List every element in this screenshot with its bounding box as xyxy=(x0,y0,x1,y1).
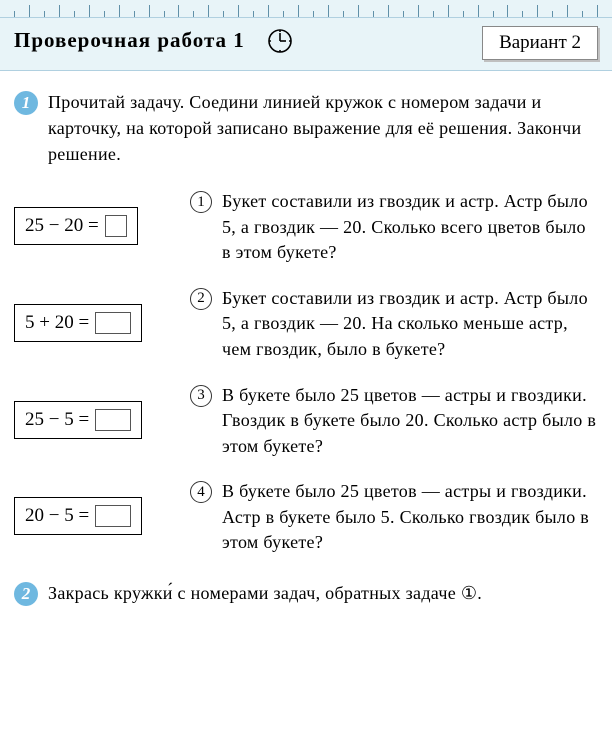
ruler-tick xyxy=(313,11,314,17)
expression-box: 5 + 20 = xyxy=(14,304,142,342)
content-area: 1 Прочитай задачу. Соедини линией кружок… xyxy=(0,71,612,616)
problem-text: В букете было 25 цветов — астры и гвозди… xyxy=(222,479,598,556)
ruler-tick xyxy=(567,5,568,17)
problem-text: В букете было 25 цветов — астры и гвозди… xyxy=(222,383,598,460)
ruler-tick xyxy=(522,11,523,17)
expression-text: 5 + 20 = xyxy=(25,312,89,334)
task-1-intro: 1 Прочитай задачу. Соедини линией кружок… xyxy=(14,89,598,167)
expression-column: 25 − 5 = xyxy=(14,383,190,439)
problem-text: Букет составили из гвоздик и астр. Астр … xyxy=(222,189,598,266)
task-1-text: Прочитай задачу. Соедини линией кружок с… xyxy=(48,89,598,167)
ruler-tick xyxy=(178,5,179,17)
answer-box[interactable] xyxy=(105,215,127,237)
item-number-circle[interactable]: 4 xyxy=(190,481,212,503)
problem-row: 25 − 5 = 3 В букете было 25 цветов — астры… xyxy=(14,383,598,460)
ruler xyxy=(0,0,612,18)
header-left: Проверочная работа 1 xyxy=(14,28,293,59)
ruler-tick xyxy=(403,11,404,17)
ruler-tick xyxy=(208,5,209,17)
task-2: 2 Закрась кружки́ с номерами задач, обра… xyxy=(14,580,598,606)
expression-column: 5 + 20 = xyxy=(14,286,190,342)
expression-column: 25 − 20 = xyxy=(14,189,190,245)
ruler-tick xyxy=(14,11,15,17)
ruler-tick xyxy=(29,5,30,17)
item-number-circle[interactable]: 1 xyxy=(190,191,212,213)
problem-row: 20 − 5 = 4 В букете было 25 цветов — астры… xyxy=(14,479,598,556)
expression-text: 20 − 5 = xyxy=(25,505,89,527)
ruler-tick xyxy=(193,11,194,17)
header-bar: Проверочная работа 1 Вариант 2 xyxy=(0,18,612,71)
task-number-2: 2 xyxy=(14,582,38,606)
ruler-tick xyxy=(238,5,239,17)
problem-row: 25 − 20 = 1 Букет составили из гвоздик и а… xyxy=(14,189,598,266)
ruler-tick xyxy=(418,5,419,17)
ruler-tick xyxy=(463,11,464,17)
variant-box: Вариант 2 xyxy=(482,26,598,60)
ruler-tick xyxy=(74,11,75,17)
ruler-tick xyxy=(44,11,45,17)
ruler-tick xyxy=(448,5,449,17)
worksheet-title: Проверочная работа 1 xyxy=(14,28,245,52)
description-column: 4 В букете было 25 цветов — астры и гвозд… xyxy=(190,479,598,556)
ruler-tick xyxy=(343,11,344,17)
ruler-tick xyxy=(493,11,494,17)
answer-box[interactable] xyxy=(95,409,131,431)
ruler-tick xyxy=(388,5,389,17)
problems-list: 25 − 20 = 1 Букет составили из гвоздик и а… xyxy=(14,189,598,556)
ruler-tick xyxy=(119,5,120,17)
ruler-tick xyxy=(59,5,60,17)
ruler-tick xyxy=(298,5,299,17)
description-column: 3 В букете было 25 цветов — астры и гвозд… xyxy=(190,383,598,460)
item-number-circle[interactable]: 2 xyxy=(190,288,212,310)
ruler-tick xyxy=(268,5,269,17)
expression-box: 20 − 5 = xyxy=(14,497,142,535)
ruler-tick xyxy=(253,11,254,17)
ruler-tick xyxy=(478,5,479,17)
ruler-tick xyxy=(373,11,374,17)
expression-text: 25 − 5 = xyxy=(25,409,89,431)
clock-icon xyxy=(267,28,293,59)
ruler-tick xyxy=(433,11,434,17)
task-number-1: 1 xyxy=(14,91,38,115)
ruler-tick xyxy=(104,11,105,17)
ruler-tick xyxy=(223,11,224,17)
expression-text: 25 − 20 = xyxy=(25,215,99,237)
problem-row: 5 + 20 = 2 Букет составили из гвоздик и ас… xyxy=(14,286,598,363)
ruler-tick xyxy=(507,5,508,17)
ruler-tick xyxy=(283,11,284,17)
expression-box: 25 − 5 = xyxy=(14,401,142,439)
ruler-tick xyxy=(582,11,583,17)
ruler-tick xyxy=(164,11,165,17)
item-number-circle[interactable]: 3 xyxy=(190,385,212,407)
ruler-tick xyxy=(134,11,135,17)
answer-box[interactable] xyxy=(95,312,131,334)
expression-column: 20 − 5 = xyxy=(14,479,190,535)
ruler-tick xyxy=(358,5,359,17)
description-column: 2 Букет составили из гвоздик и астр. Астр… xyxy=(190,286,598,363)
answer-box[interactable] xyxy=(95,505,131,527)
problem-text: Букет составили из гвоздик и астр. Астр … xyxy=(222,286,598,363)
ruler-tick xyxy=(149,5,150,17)
ruler-tick xyxy=(89,5,90,17)
task-2-text: Закрась кружки́ с номерами задач, обратн… xyxy=(48,580,482,606)
ruler-tick xyxy=(552,11,553,17)
ruler-tick xyxy=(597,5,598,17)
ruler-tick xyxy=(537,5,538,17)
ruler-tick xyxy=(328,5,329,17)
description-column: 1 Букет составили из гвоздик и астр. Астр… xyxy=(190,189,598,266)
expression-box: 25 − 20 = xyxy=(14,207,138,245)
